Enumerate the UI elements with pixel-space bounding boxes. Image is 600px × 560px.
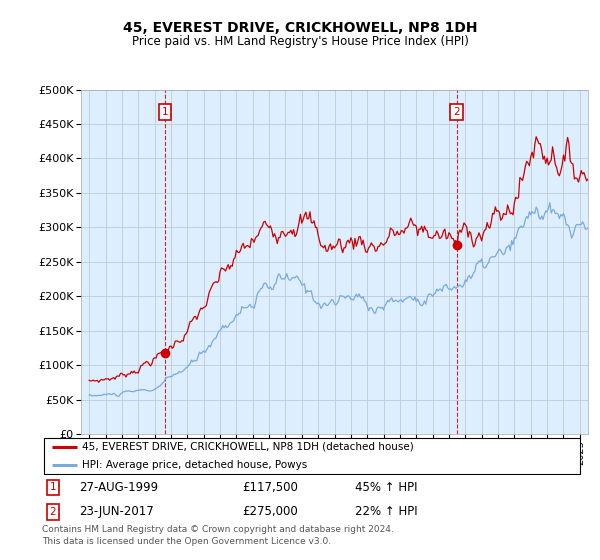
Text: 2: 2 xyxy=(49,507,56,517)
FancyBboxPatch shape xyxy=(44,438,580,474)
Text: Price paid vs. HM Land Registry's House Price Index (HPI): Price paid vs. HM Land Registry's House … xyxy=(131,35,469,48)
Text: £117,500: £117,500 xyxy=(242,481,298,494)
Text: HPI: Average price, detached house, Powys: HPI: Average price, detached house, Powy… xyxy=(83,460,308,470)
Text: 45% ↑ HPI: 45% ↑ HPI xyxy=(355,481,418,494)
Text: 2: 2 xyxy=(454,106,460,116)
Text: 27-AUG-1999: 27-AUG-1999 xyxy=(79,481,158,494)
Text: 22% ↑ HPI: 22% ↑ HPI xyxy=(355,505,418,518)
Text: 45, EVEREST DRIVE, CRICKHOWELL, NP8 1DH (detached house): 45, EVEREST DRIVE, CRICKHOWELL, NP8 1DH … xyxy=(83,442,414,452)
Text: 1: 1 xyxy=(162,106,169,116)
Text: 45, EVEREST DRIVE, CRICKHOWELL, NP8 1DH: 45, EVEREST DRIVE, CRICKHOWELL, NP8 1DH xyxy=(123,21,477,35)
Text: 1: 1 xyxy=(49,482,56,492)
Text: Contains HM Land Registry data © Crown copyright and database right 2024.
This d: Contains HM Land Registry data © Crown c… xyxy=(42,525,394,546)
Text: £275,000: £275,000 xyxy=(242,505,298,518)
Text: 23-JUN-2017: 23-JUN-2017 xyxy=(79,505,154,518)
